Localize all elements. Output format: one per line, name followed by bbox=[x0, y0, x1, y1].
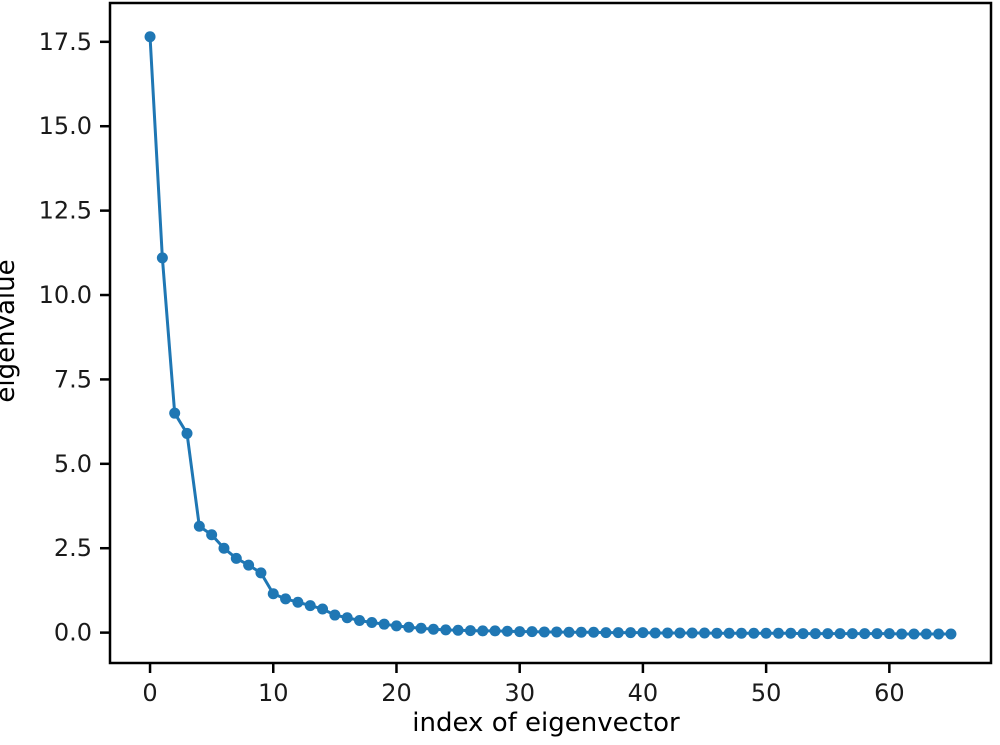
y-tick-label: 0.0 bbox=[54, 619, 92, 647]
data-point bbox=[477, 625, 489, 637]
data-point bbox=[464, 625, 476, 637]
data-point bbox=[748, 627, 760, 639]
y-tick-label: 17.5 bbox=[39, 28, 92, 56]
data-point bbox=[772, 627, 784, 639]
data-point bbox=[871, 628, 883, 640]
data-point bbox=[156, 252, 168, 264]
data-point bbox=[181, 427, 193, 439]
data-point bbox=[674, 627, 686, 639]
data-point bbox=[662, 627, 674, 639]
data-point bbox=[514, 626, 526, 638]
data-point bbox=[649, 627, 661, 639]
y-tick-label: 7.5 bbox=[54, 365, 92, 393]
data-point bbox=[735, 627, 747, 639]
data-point bbox=[230, 552, 242, 564]
x-tick-label: 20 bbox=[381, 679, 412, 707]
x-tick-label: 10 bbox=[258, 679, 289, 707]
data-point bbox=[846, 628, 858, 640]
x-tick-label: 40 bbox=[628, 679, 659, 707]
data-point bbox=[366, 616, 378, 628]
data-point bbox=[292, 596, 304, 608]
data-point bbox=[329, 609, 341, 621]
data-point bbox=[896, 628, 908, 640]
data-point bbox=[452, 624, 464, 636]
y-axis-label: eigenvalue bbox=[0, 259, 21, 403]
data-point bbox=[809, 628, 821, 640]
data-point bbox=[243, 559, 255, 571]
axes-box bbox=[108, 1, 993, 665]
data-point bbox=[686, 627, 698, 639]
x-tick-label: 50 bbox=[751, 679, 782, 707]
data-point bbox=[280, 593, 292, 605]
data-point bbox=[193, 520, 205, 532]
data-point bbox=[920, 628, 932, 640]
data-point bbox=[169, 407, 181, 419]
data-point bbox=[600, 627, 612, 639]
data-point bbox=[945, 628, 957, 640]
data-point bbox=[403, 621, 415, 633]
y-tick-label: 5.0 bbox=[54, 450, 92, 478]
data-point bbox=[588, 626, 600, 638]
data-point bbox=[440, 624, 452, 636]
data-point bbox=[427, 623, 439, 635]
eigenvalue-line bbox=[148, 35, 953, 636]
data-point bbox=[834, 628, 846, 640]
data-point bbox=[267, 588, 279, 600]
data-point bbox=[501, 625, 513, 637]
data-point bbox=[883, 628, 895, 640]
data-point bbox=[822, 628, 834, 640]
data-point bbox=[489, 625, 501, 637]
data-point bbox=[797, 628, 809, 640]
y-tick-label: 10.0 bbox=[39, 281, 92, 309]
data-point bbox=[144, 31, 156, 43]
data-point bbox=[390, 620, 402, 632]
y-tick-label: 12.5 bbox=[39, 197, 92, 225]
data-point bbox=[760, 627, 772, 639]
data-point bbox=[859, 628, 871, 640]
data-point bbox=[341, 612, 353, 624]
data-point bbox=[538, 626, 550, 638]
data-point bbox=[625, 627, 637, 639]
data-point bbox=[563, 626, 575, 638]
x-tick-label: 0 bbox=[142, 679, 157, 707]
data-point bbox=[908, 628, 920, 640]
x-axis-label: index of eigenvector bbox=[412, 708, 680, 738]
data-point bbox=[699, 627, 711, 639]
data-point bbox=[933, 628, 945, 640]
data-point bbox=[206, 529, 218, 541]
y-tick-label: 15.0 bbox=[39, 112, 92, 140]
data-point bbox=[575, 626, 587, 638]
data-point bbox=[723, 627, 735, 639]
y-tick-label: 2.5 bbox=[54, 534, 92, 562]
data-point bbox=[304, 600, 316, 612]
data-point bbox=[711, 627, 723, 639]
x-tick-label: 30 bbox=[504, 679, 535, 707]
data-point bbox=[218, 542, 230, 554]
data-point bbox=[526, 626, 538, 638]
data-point bbox=[415, 622, 427, 634]
data-point bbox=[255, 567, 267, 579]
data-point bbox=[354, 614, 366, 626]
data-point bbox=[378, 618, 390, 630]
data-point bbox=[612, 627, 624, 639]
data-point bbox=[317, 603, 329, 615]
data-point bbox=[785, 627, 797, 639]
data-point bbox=[551, 626, 563, 638]
data-point bbox=[637, 627, 649, 639]
x-tick-label: 60 bbox=[874, 679, 905, 707]
